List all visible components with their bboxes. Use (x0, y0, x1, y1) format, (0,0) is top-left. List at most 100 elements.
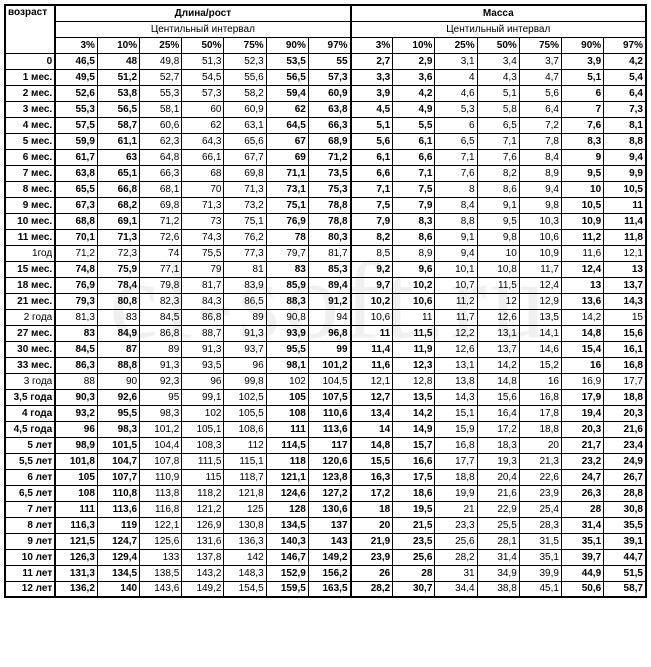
length-cell: 76,9 (266, 213, 308, 229)
length-cell: 46,5 (55, 53, 97, 69)
length-cell: 93,2 (55, 405, 97, 421)
mass-cell: 14,6 (519, 341, 561, 357)
length-cell: 71,3 (97, 229, 139, 245)
mass-cell: 11,6 (561, 245, 603, 261)
age-cell: 33 мес. (5, 357, 55, 373)
mass-cell: 6,6 (351, 165, 393, 181)
mass-cell: 11,7 (435, 309, 477, 325)
length-cell: 136,3 (224, 533, 266, 549)
mass-cell: 15,6 (477, 389, 519, 405)
mass-cell: 23,3 (435, 517, 477, 533)
length-cell: 71,2 (140, 213, 182, 229)
mass-cell: 31 (435, 565, 477, 581)
length-cell: 80,3 (308, 229, 350, 245)
mass-cell: 16 (561, 357, 603, 373)
length-cell: 104,5 (308, 373, 350, 389)
pct-header: 75% (519, 37, 561, 53)
mass-cell: 14,2 (393, 405, 435, 421)
mass-cell: 12,2 (435, 325, 477, 341)
length-cell: 68,2 (97, 197, 139, 213)
mass-cell: 6,1 (351, 149, 393, 165)
length-cell: 149,2 (182, 581, 224, 597)
mass-cell: 11,9 (393, 341, 435, 357)
mass-cell: 17,2 (351, 485, 393, 501)
pct-header: 10% (393, 37, 435, 53)
table-row: 2 года81,38384,586,88990,89410,61111,712… (5, 309, 646, 325)
length-cell: 110,8 (97, 485, 139, 501)
table-row: 10 мес.68,869,171,27375,176,978,87,98,38… (5, 213, 646, 229)
length-cell: 148,3 (224, 565, 266, 581)
length-cell: 56,5 (97, 101, 139, 117)
length-cell: 118,2 (182, 485, 224, 501)
age-cell: 5,5 лет (5, 453, 55, 469)
table-row: 3 года889092,39699,8102104,512,112,813,8… (5, 373, 646, 389)
table-row: 6 мес.61,76364,866,167,76971,26,16,67,17… (5, 149, 646, 165)
table-row: 4,5 года9698,3101,2105,1108,6111113,6141… (5, 421, 646, 437)
age-cell: 18 мес. (5, 277, 55, 293)
length-cell: 58,7 (97, 117, 139, 133)
age-cell: 2 мес. (5, 85, 55, 101)
length-cell: 125,6 (140, 533, 182, 549)
age-cell: 6 лет (5, 469, 55, 485)
table-row: 11 лет131,3134,5138,5143,2148,3152,9156,… (5, 565, 646, 581)
mass-cell: 23,9 (351, 549, 393, 565)
mass-cell: 11,2 (435, 293, 477, 309)
length-cell: 89,4 (308, 277, 350, 293)
mass-cell: 21,7 (561, 437, 603, 453)
length-cell: 60,9 (308, 85, 350, 101)
mass-cell: 11,4 (351, 341, 393, 357)
mass-cell: 7 (561, 101, 603, 117)
length-cell: 62 (266, 101, 308, 117)
length-cell: 68 (182, 165, 224, 181)
mass-cell: 13,1 (477, 325, 519, 341)
length-cell: 104,4 (140, 437, 182, 453)
length-cell: 78,4 (97, 277, 139, 293)
mass-cell: 14 (351, 421, 393, 437)
age-cell: 6 мес. (5, 149, 55, 165)
length-cell: 94 (308, 309, 350, 325)
mass-cell: 24,7 (561, 469, 603, 485)
length-cell: 83 (97, 309, 139, 325)
length-cell: 93,7 (224, 341, 266, 357)
mass-cell: 14,1 (519, 325, 561, 341)
mass-cell: 14,8 (351, 437, 393, 453)
mass-cell: 10,3 (519, 213, 561, 229)
length-cell: 113,6 (97, 501, 139, 517)
table-row: 5 лет98,9101,5104,4108,3112114,511714,81… (5, 437, 646, 453)
age-cell: 5 мес. (5, 133, 55, 149)
length-cell: 66,3 (140, 165, 182, 181)
length-cell: 143 (308, 533, 350, 549)
mass-cell: 17,7 (604, 373, 646, 389)
mass-cell: 17,9 (561, 389, 603, 405)
length-cell: 52,7 (140, 69, 182, 85)
mass-cell: 13,6 (561, 293, 603, 309)
length-cell: 88,3 (266, 293, 308, 309)
length-cell: 62 (182, 117, 224, 133)
mass-cell: 9,9 (604, 165, 646, 181)
table-row: 6 лет105107,7110,9115118,7121,1123,816,3… (5, 469, 646, 485)
mass-cell: 12,4 (519, 277, 561, 293)
length-cell: 104,7 (97, 453, 139, 469)
mass-cell: 19,4 (561, 405, 603, 421)
mass-cell: 8,2 (351, 229, 393, 245)
length-cell: 73,5 (308, 165, 350, 181)
length-cell: 112 (224, 437, 266, 453)
age-cell: 8 лет (5, 517, 55, 533)
length-cell: 74 (140, 245, 182, 261)
mass-cell: 8,9 (393, 245, 435, 261)
length-cell: 73 (182, 213, 224, 229)
mass-cell: 15,9 (435, 421, 477, 437)
mass-cell: 12,4 (561, 261, 603, 277)
mass-cell: 12,8 (393, 373, 435, 389)
length-cell: 88 (55, 373, 97, 389)
mass-cell: 6,4 (519, 101, 561, 117)
mass-cell: 10,9 (561, 213, 603, 229)
mass-cell: 31,4 (561, 517, 603, 533)
mass-cell: 13,5 (519, 309, 561, 325)
length-cell: 83 (55, 325, 97, 341)
mass-cell: 5,5 (393, 117, 435, 133)
age-cell: 7 лет (5, 501, 55, 517)
mass-cell: 23,2 (561, 453, 603, 469)
mass-cell: 13,8 (435, 373, 477, 389)
age-header: возраст (5, 5, 55, 53)
